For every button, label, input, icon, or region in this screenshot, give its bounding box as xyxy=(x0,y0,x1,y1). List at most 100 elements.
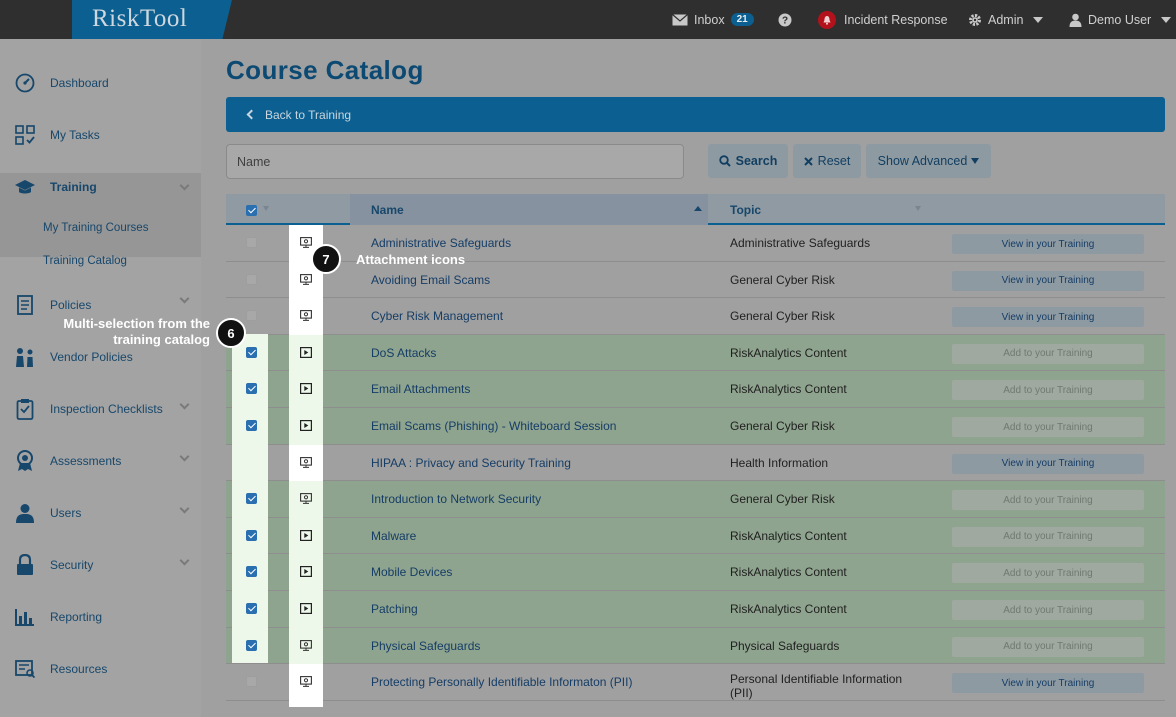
sidebar-item-policies[interactable]: Policies xyxy=(0,285,201,325)
course-name-link[interactable]: Administrative Safeguards xyxy=(371,236,512,250)
course-name-link[interactable]: Email Scams (Phishing) - Whiteboard Sess… xyxy=(371,419,617,433)
show-advanced-button[interactable]: Show Advanced xyxy=(866,144,991,178)
table-row[interactable]: Email Attachments RiskAnalytics Content Ad… xyxy=(226,371,1165,408)
select-all-checkbox[interactable] xyxy=(246,205,257,216)
app-logo[interactable]: RiskTool xyxy=(92,5,188,32)
chevron-down-icon[interactable] xyxy=(179,399,190,410)
attachment-icon[interactable] xyxy=(300,237,312,248)
course-name-link[interactable]: Cyber Risk Management xyxy=(371,309,504,324)
search-button[interactable]: Search xyxy=(708,144,788,178)
video-icon[interactable] xyxy=(300,420,312,431)
row-checkbox-highlighted[interactable] xyxy=(246,383,257,395)
view-in-training-button[interactable]: View in your Training xyxy=(952,673,1144,694)
add-to-training-button[interactable]: Add to your Training xyxy=(952,343,1144,364)
add-to-training-button[interactable]: Add to your Training xyxy=(952,490,1144,511)
reset-button[interactable]: Reset xyxy=(793,144,861,178)
row-checkbox-highlighted[interactable] xyxy=(246,639,257,651)
sidebar-item-assessments[interactable]: Assessments xyxy=(0,441,201,481)
chevron-down-icon[interactable] xyxy=(179,293,190,304)
table-row[interactable]: Protecting Personally Identifiable Infor… xyxy=(226,664,1165,701)
column-header-topic[interactable]: Topic xyxy=(730,203,762,217)
chevron-down-icon[interactable] xyxy=(179,451,190,462)
attachment-icon[interactable] xyxy=(300,493,312,505)
sort-icon[interactable] xyxy=(915,206,921,211)
table-row[interactable]: DoS Attacks RiskAnalytics Content Add to y… xyxy=(226,334,1165,372)
sidebar-item-reporting[interactable]: Reporting xyxy=(0,597,201,637)
sidebar-item-security[interactable]: Security xyxy=(0,545,201,585)
sidebar-item-training[interactable]: Training xyxy=(0,167,201,207)
attachment-icon[interactable] xyxy=(300,273,312,285)
add-to-training-button[interactable]: Add to your Training xyxy=(952,600,1144,620)
row-checkbox[interactable] xyxy=(246,237,257,248)
course-name-link[interactable]: Introduction to Network Security xyxy=(371,492,542,507)
sidebar-item-resources[interactable]: Resources xyxy=(0,649,201,689)
view-in-training-button[interactable]: View in your Training xyxy=(952,453,1144,474)
table-row[interactable]: HIPAA : Privacy and Security Training Hea… xyxy=(226,445,1165,482)
row-checkbox[interactable] xyxy=(246,310,257,322)
row-checkbox[interactable] xyxy=(246,676,257,688)
course-name-link[interactable]: Mobile Devices xyxy=(371,565,453,580)
row-checkbox-highlighted[interactable] xyxy=(246,493,257,505)
video-icon[interactable] xyxy=(300,566,312,578)
sidebar-item-dashboard[interactable]: Dashboard xyxy=(0,63,201,103)
video-icon[interactable] xyxy=(300,603,312,614)
video-icon[interactable] xyxy=(300,383,312,395)
table-row[interactable]: Physical Safeguards Physical Safeguards Ad… xyxy=(226,627,1165,665)
add-to-training-button[interactable]: Add to your Training xyxy=(952,380,1144,401)
video-icon[interactable] xyxy=(300,529,312,541)
admin-menu[interactable]: Admin xyxy=(968,0,1044,39)
inbox-link[interactable]: Inbox 21 xyxy=(672,0,754,39)
course-name-link[interactable]: Email Attachments xyxy=(371,382,471,397)
course-name-link[interactable]: Avoiding Email Scams xyxy=(371,272,491,287)
video-icon[interactable] xyxy=(300,346,312,358)
chevron-down-icon[interactable] xyxy=(179,180,190,191)
column-header-name[interactable]: Name xyxy=(371,203,404,217)
table-row[interactable]: Avoiding Email Scams General Cyber Risk Vi… xyxy=(226,262,1165,299)
view-in-training-button[interactable]: View in your Training xyxy=(952,307,1144,328)
row-checkbox-highlighted[interactable] xyxy=(246,566,257,578)
sidebar-subitem-training-catalog[interactable]: Training Catalog xyxy=(43,255,127,267)
sidebar-item-my-tasks[interactable]: My Tasks xyxy=(0,115,201,155)
sidebar-item-users[interactable]: Users xyxy=(0,493,201,533)
course-name-link[interactable]: DoS Attacks xyxy=(371,345,437,360)
search-input[interactable] xyxy=(226,144,684,179)
add-to-training-button[interactable]: Add to your Training xyxy=(952,636,1144,657)
back-to-training-button[interactable]: Back to Training xyxy=(226,97,1165,132)
row-checkbox-highlighted[interactable] xyxy=(246,529,257,541)
add-to-training-button[interactable]: Add to your Training xyxy=(952,417,1144,437)
attachment-icon[interactable] xyxy=(300,310,312,322)
user-menu[interactable]: Demo User xyxy=(1069,0,1172,39)
add-to-training-button[interactable]: Add to your Training xyxy=(952,526,1144,547)
row-checkbox-highlighted[interactable] xyxy=(246,603,257,614)
table-row[interactable]: Email Scams (Phishing) - Whiteboard Sess… xyxy=(226,408,1165,445)
chevron-down-icon[interactable] xyxy=(179,503,190,514)
row-checkbox-highlighted[interactable] xyxy=(246,420,257,431)
course-name-link[interactable]: Protecting Personally Identifiable Infor… xyxy=(371,675,633,690)
add-to-training-button[interactable]: Add to your Training xyxy=(952,563,1144,584)
sidebar-item-inspection-checklists[interactable]: Inspection Checklists xyxy=(0,389,201,429)
sidebar-item-vendor-policies[interactable]: Vendor Policies xyxy=(0,337,201,377)
row-checkbox[interactable] xyxy=(246,273,257,285)
course-name-link[interactable]: HIPAA : Privacy and Security Training xyxy=(371,455,571,470)
row-checkbox-highlighted[interactable] xyxy=(246,346,257,358)
chevron-down-icon[interactable] xyxy=(179,555,190,566)
table-row[interactable]: Patching RiskAnalytics Content Add to your… xyxy=(226,591,1165,628)
help-button[interactable]: ? xyxy=(778,0,792,39)
table-row[interactable]: Cyber Risk Management General Cyber Risk V… xyxy=(226,298,1165,335)
view-in-training-button[interactable]: View in your Training xyxy=(952,270,1144,291)
sidebar-subitem-my-training-courses[interactable]: My Training Courses xyxy=(43,222,149,234)
sort-icon[interactable] xyxy=(263,206,269,211)
attachment-icon[interactable] xyxy=(300,676,312,688)
course-name-link[interactable]: Malware xyxy=(371,528,417,543)
attachment-icon[interactable] xyxy=(300,456,312,468)
table-row[interactable]: Malware RiskAnalytics Content Add to your … xyxy=(226,517,1165,555)
view-in-training-button[interactable]: View in your Training xyxy=(952,234,1144,254)
course-name-link[interactable]: Physical Safeguards xyxy=(371,638,481,653)
sort-ascending-icon[interactable] xyxy=(694,206,702,211)
incident-response-link[interactable]: Incident Response xyxy=(818,0,948,39)
table-row[interactable]: Introduction to Network Security General … xyxy=(226,481,1165,518)
table-row[interactable]: Administrative Safeguards Administrative … xyxy=(226,225,1165,262)
course-name-link[interactable]: Patching xyxy=(371,602,418,616)
attachment-icon[interactable] xyxy=(300,639,312,651)
table-row[interactable]: Mobile Devices RiskAnalytics Content Add t… xyxy=(226,554,1165,591)
